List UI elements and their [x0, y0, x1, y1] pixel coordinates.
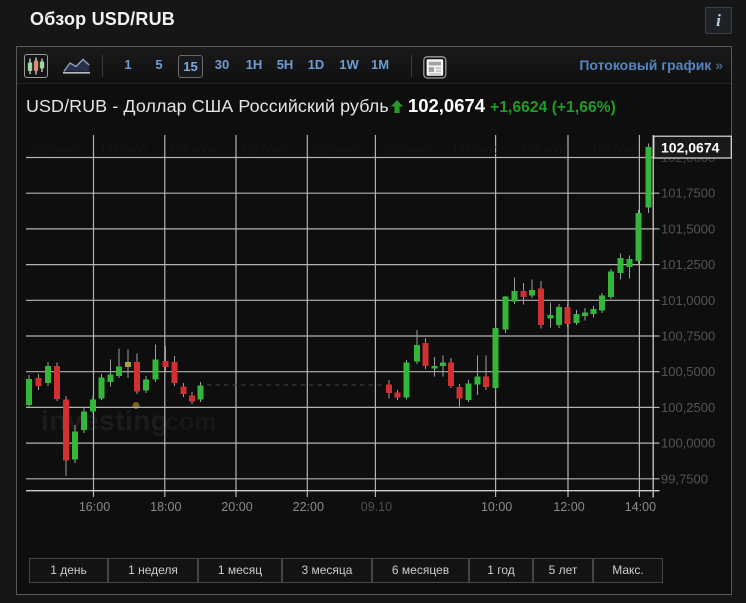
- svg-text:102,0000: 102,0000: [100, 145, 146, 157]
- svg-text:102,0000: 102,0000: [241, 145, 287, 157]
- svg-text:102,0000: 102,0000: [311, 145, 357, 157]
- svg-text:100,2500: 100,2500: [661, 400, 715, 415]
- svg-text:16:00: 16:00: [79, 500, 110, 514]
- svg-text:100,0000: 100,0000: [661, 436, 715, 451]
- svg-text:.com: .com: [158, 408, 216, 436]
- svg-text:12:00: 12:00: [553, 500, 584, 514]
- svg-text:102,0000: 102,0000: [30, 145, 76, 157]
- svg-text:102,0000: 102,0000: [592, 145, 638, 157]
- svg-text:18:00: 18:00: [150, 500, 181, 514]
- svg-text:10:00: 10:00: [481, 500, 512, 514]
- svg-text:100,5000: 100,5000: [661, 364, 715, 379]
- svg-text:102,0000: 102,0000: [382, 145, 428, 157]
- svg-text:102,0000: 102,0000: [170, 145, 216, 157]
- svg-text:101,7500: 101,7500: [661, 186, 715, 201]
- svg-text:14:00: 14:00: [625, 500, 656, 514]
- svg-text:20:00: 20:00: [221, 500, 252, 514]
- svg-text:101,2500: 101,2500: [661, 257, 715, 272]
- svg-text:101,0000: 101,0000: [661, 293, 715, 308]
- svg-text:100,7500: 100,7500: [661, 329, 715, 344]
- svg-text:102,0000: 102,0000: [522, 145, 568, 157]
- svg-text:investing: investing: [41, 405, 168, 436]
- svg-text:22:00: 22:00: [293, 500, 324, 514]
- svg-text:101,5000: 101,5000: [661, 221, 715, 236]
- svg-text:99,7500: 99,7500: [661, 471, 708, 486]
- svg-text:09.10: 09.10: [361, 500, 392, 514]
- svg-text:102,0674: 102,0674: [661, 140, 720, 156]
- svg-text:102,0000: 102,0000: [452, 145, 498, 157]
